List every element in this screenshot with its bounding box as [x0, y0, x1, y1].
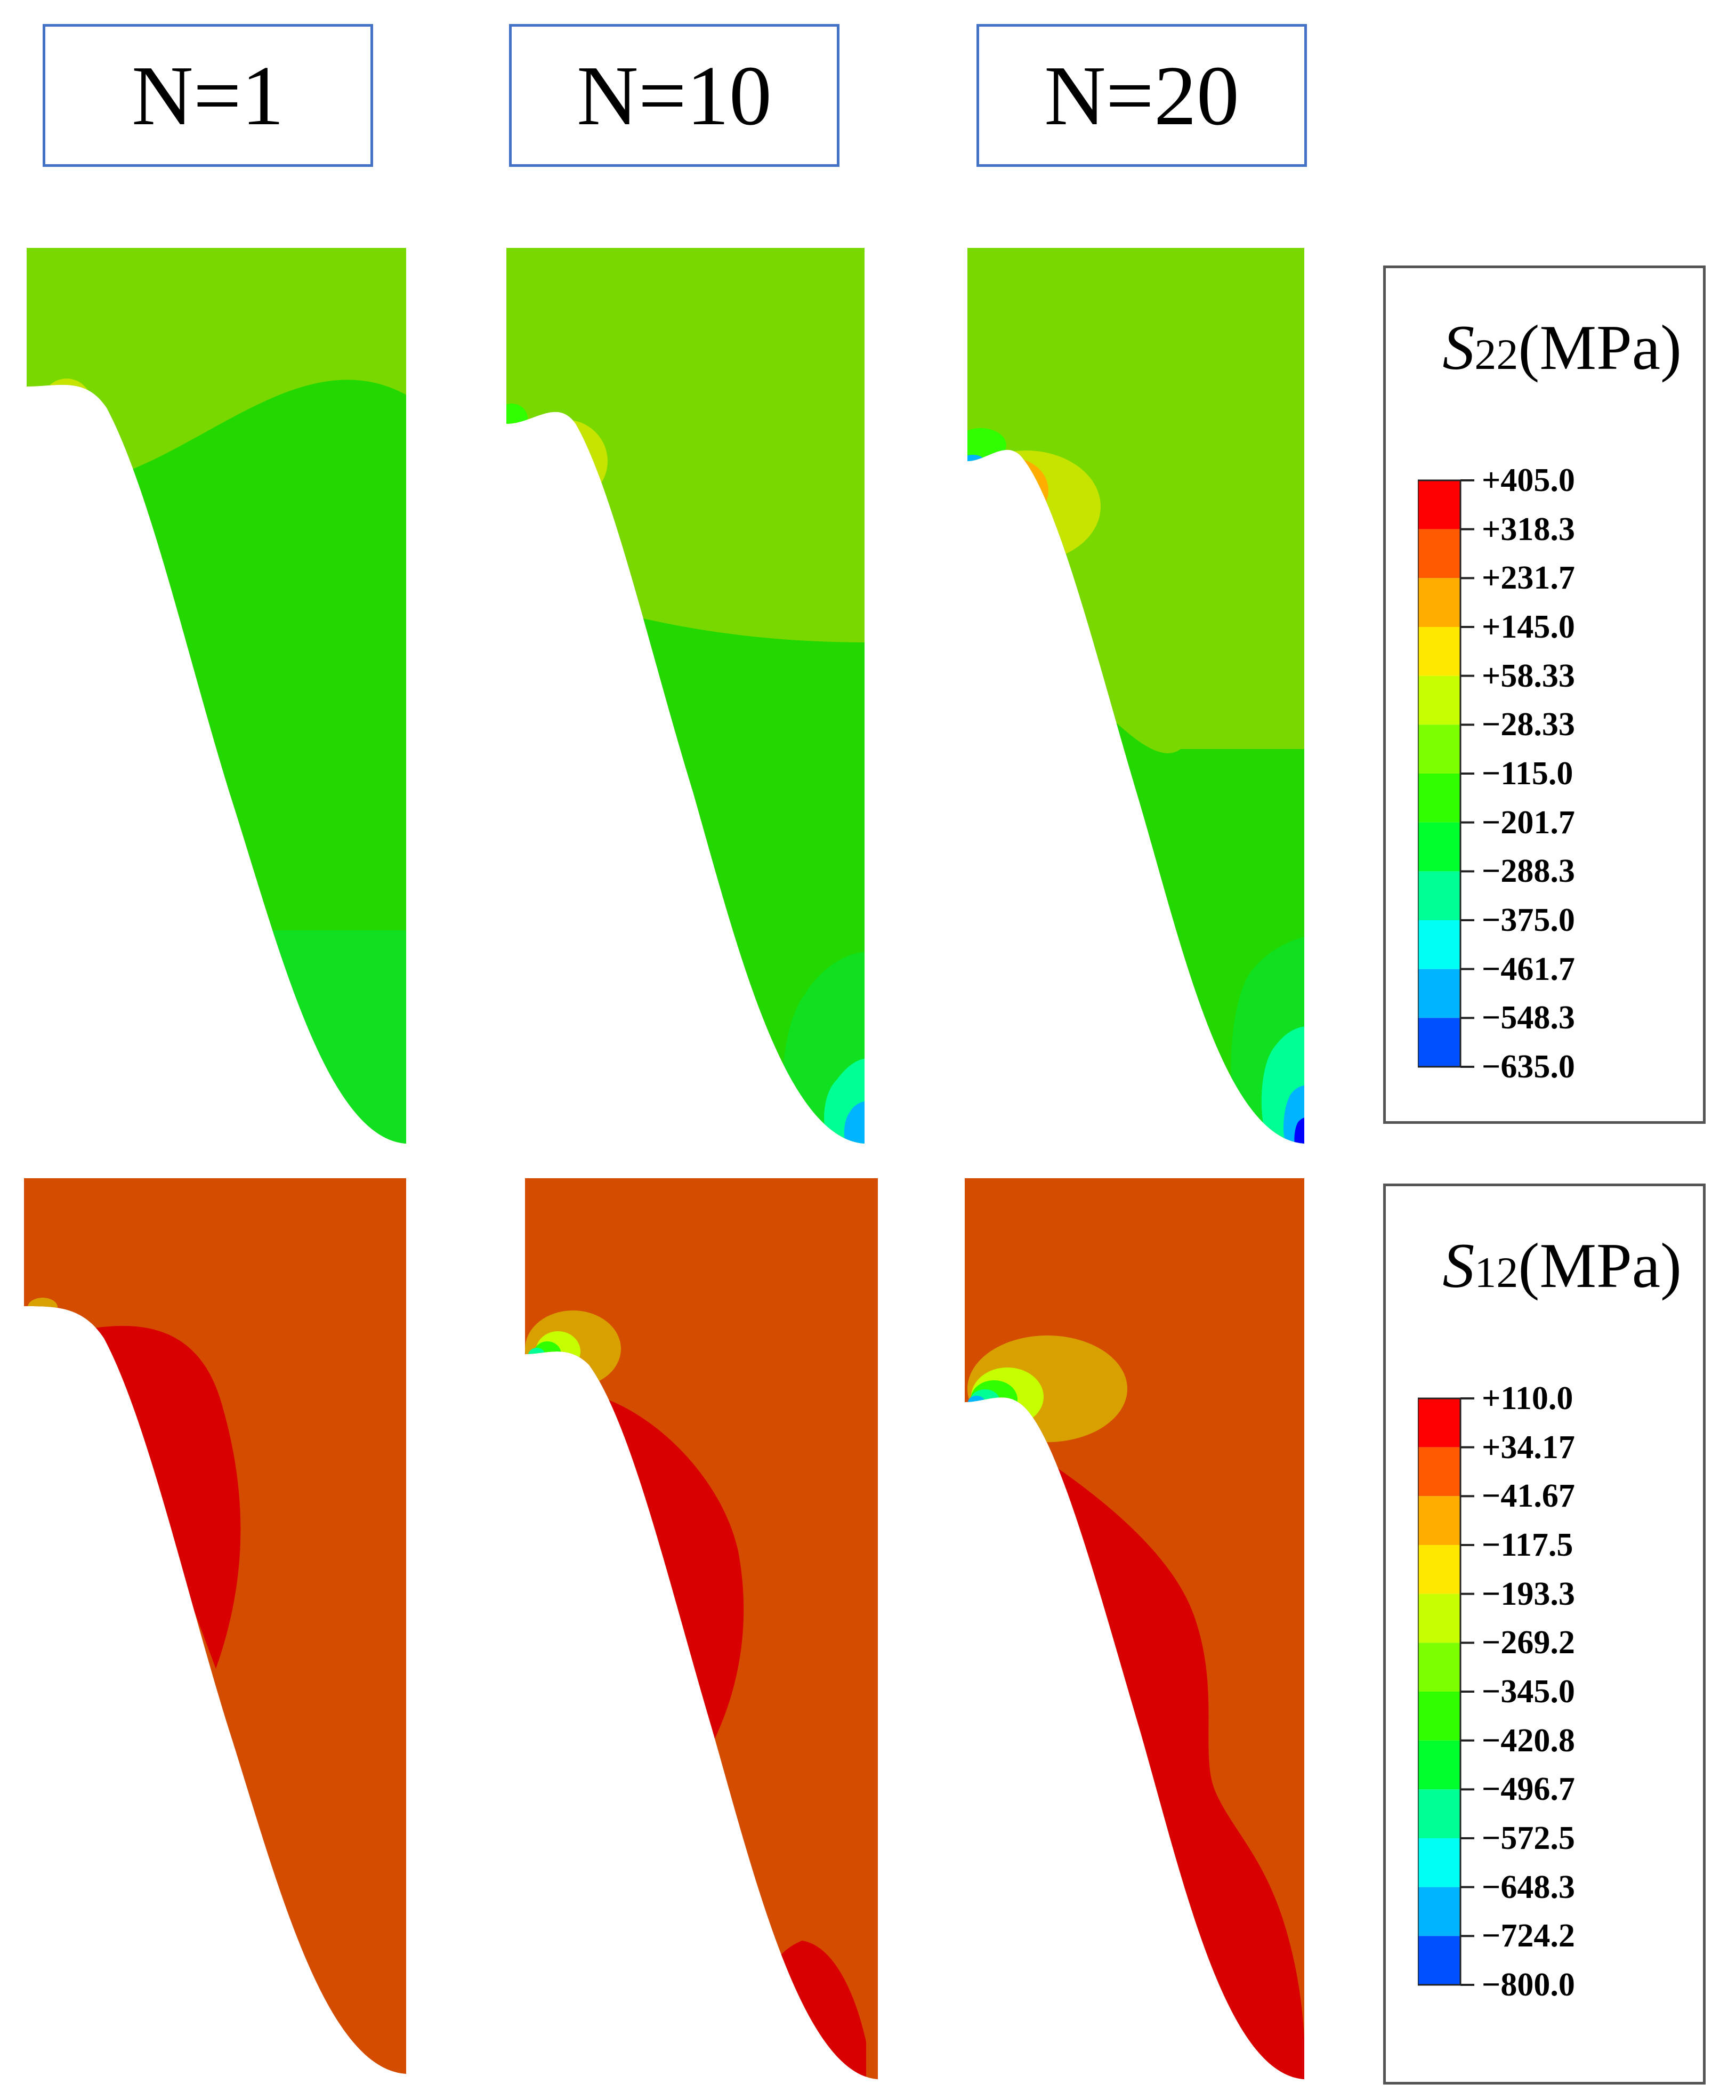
- legend-tick-label: +110.0: [1482, 1380, 1573, 1417]
- legend-band: [1418, 774, 1460, 823]
- legend-s12-title: S12(MPa): [1442, 1229, 1682, 1302]
- legend-s12-symbol: S: [1442, 1230, 1475, 1301]
- legend-band: [1418, 1789, 1460, 1838]
- s12-spot-core: [528, 1348, 545, 1363]
- legend-tick-label: −648.3: [1482, 1869, 1575, 1905]
- s12-region-high-lower: [766, 1941, 866, 2079]
- legend-tick-label: −420.8: [1482, 1722, 1575, 1759]
- s22-region-min: [1294, 1117, 1304, 1144]
- legend-tick-label: +58.33: [1482, 657, 1575, 694]
- legend-s22: S22(MPa) +405.0 +318.3 +231.7 +145.0 +58.33 −…: [1383, 265, 1706, 1124]
- legend-band: [1418, 1496, 1460, 1545]
- legend-band: [1418, 1887, 1460, 1936]
- legend-band: [1418, 1545, 1460, 1594]
- header-n10: N=10: [509, 24, 839, 167]
- s22-hotspot-inner: [530, 433, 570, 478]
- s12-contour-n20: [965, 1178, 1304, 2079]
- legend-band: [1418, 1398, 1460, 1447]
- legend-band: [1418, 969, 1460, 1018]
- header-n1-label: N=1: [132, 47, 284, 143]
- legend-tick-label: −117.5: [1482, 1527, 1573, 1563]
- legend-band: [1418, 920, 1460, 969]
- legend-band: [1418, 1594, 1460, 1643]
- legend-tick-label: −461.7: [1482, 951, 1575, 987]
- legend-s12-unit: (MPa): [1518, 1230, 1682, 1301]
- legend-tick-label: −635.0: [1482, 1049, 1575, 1085]
- s22-contour-n20: [967, 248, 1304, 1144]
- header-n1: N=1: [43, 24, 373, 167]
- legend-band: [1418, 529, 1460, 578]
- legend-tick-label: −496.7: [1482, 1771, 1575, 1808]
- s12-edge-spot: [28, 1298, 58, 1317]
- s22-region-lowest: [844, 1101, 865, 1144]
- legend-band: [1418, 1740, 1460, 1790]
- legend-band: [1418, 480, 1460, 529]
- legend-tick-label: +34.17: [1482, 1429, 1575, 1466]
- s22-hotspot: [41, 379, 92, 432]
- legend-s22-title: S22(MPa): [1442, 311, 1682, 384]
- s22-contour-n1: [27, 248, 406, 1144]
- s12-spot-inner: [534, 1341, 561, 1367]
- legend-band: [1418, 1018, 1460, 1067]
- legend-tick-label: −28.33: [1482, 706, 1575, 743]
- legend-tick-label: −548.3: [1482, 1000, 1575, 1036]
- legend-tick-label: −201.7: [1482, 804, 1575, 841]
- legend-s12-colorbar: [1418, 1397, 1474, 1986]
- legend-tick-label: −724.2: [1482, 1918, 1575, 1954]
- legend-band: [1418, 675, 1460, 725]
- legend-tick-label: −800.0: [1482, 1967, 1575, 2003]
- header-n20-label: N=20: [1044, 47, 1239, 143]
- legend-band: [1418, 1936, 1460, 1985]
- legend-tick-label: −288.3: [1482, 853, 1575, 890]
- s12-contour-n10: [525, 1178, 878, 2079]
- legend-tick-label: +231.7: [1482, 560, 1575, 597]
- legend-band: [1418, 1447, 1460, 1496]
- legend-band: [1418, 1692, 1460, 1741]
- s12-region-high: [67, 1326, 241, 1669]
- legend-band: [1418, 822, 1460, 872]
- legend-s22-colorbar: [1418, 479, 1474, 1068]
- legend-band: [1418, 1643, 1460, 1692]
- legend-s12-subscript: 12: [1474, 1248, 1519, 1297]
- legend-tick-label: −193.3: [1482, 1575, 1575, 1612]
- s22-hotspot-inner: [978, 463, 1023, 508]
- header-n10-label: N=10: [577, 47, 772, 143]
- s22-hotspot-outer: [522, 420, 608, 503]
- legend-s22-unit: (MPa): [1518, 312, 1682, 383]
- s22-region-low: [27, 930, 406, 1144]
- s22-contour-n10: [506, 248, 865, 1144]
- legend-tick-label: −375.0: [1482, 902, 1575, 938]
- legend-tick-label: −115.0: [1482, 755, 1573, 792]
- s12-spot-min: [968, 1396, 985, 1409]
- legend-band: [1418, 578, 1460, 627]
- s22-hotspot-mid: [972, 457, 1048, 524]
- legend-tick-label: +318.3: [1482, 511, 1575, 548]
- legend-tick-label: −572.5: [1482, 1820, 1575, 1856]
- legend-tick-label: +405.0: [1482, 462, 1575, 498]
- legend-tick-label: −269.2: [1482, 1624, 1575, 1661]
- legend-tick-label: −41.67: [1482, 1478, 1575, 1515]
- legend-s12: S12(MPa) +110.0 +34.17 −41.67 −117.5 −193.3 −…: [1383, 1184, 1706, 2085]
- legend-band: [1418, 627, 1460, 676]
- legend-band: [1418, 1838, 1460, 1887]
- legend-s22-subscript: 22: [1474, 330, 1519, 379]
- legend-tick-label: −345.0: [1482, 1673, 1575, 1710]
- legend-tick-label: +145.0: [1482, 609, 1575, 645]
- legend-band: [1418, 871, 1460, 920]
- header-n20: N=20: [976, 24, 1307, 167]
- legend-band: [1418, 725, 1460, 774]
- legend-s22-symbol: S: [1442, 312, 1475, 383]
- s12-contour-n1: [24, 1178, 406, 2074]
